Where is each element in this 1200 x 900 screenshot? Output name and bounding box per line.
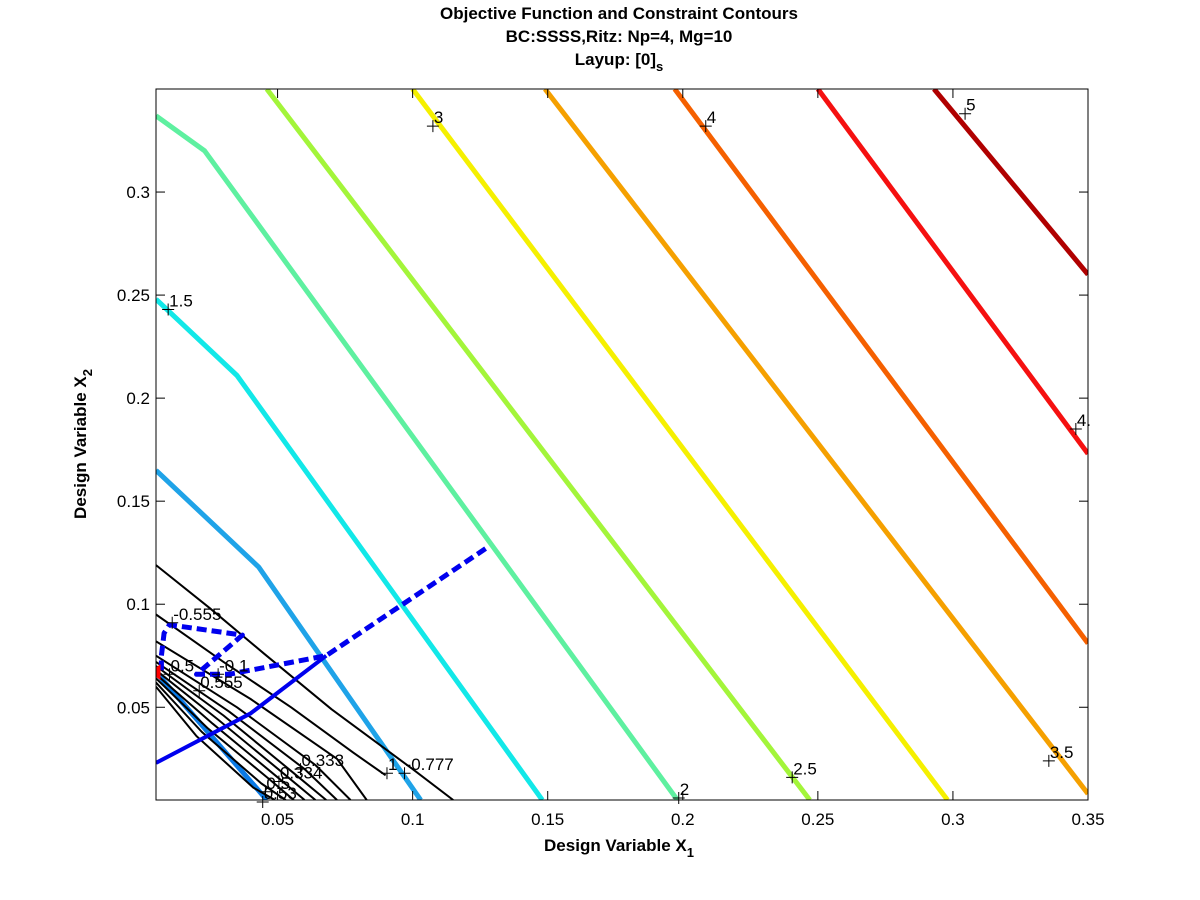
y-tick-label: 0.2 — [126, 389, 150, 408]
title-line-3: Layup: [0]s — [575, 50, 663, 74]
x-tick-label: 0.2 — [671, 810, 695, 829]
constraint-contour-label: 0.333 — [302, 751, 345, 770]
solid-search-path — [156, 654, 328, 765]
title-line-1: Objective Function and Constraint Contou… — [440, 4, 798, 23]
objective-contour-line — [156, 113, 680, 800]
plot-content — [156, 89, 1088, 800]
objective-contour-label: 4. — [1077, 411, 1091, 430]
plot-area — [156, 89, 1088, 800]
title-layup-text: Layup: [0] — [575, 50, 656, 69]
optimum-point-marker — [156, 664, 161, 681]
chart-title: Objective Function and Constraint Contou… — [440, 4, 798, 74]
objective-contour-label: 2 — [680, 780, 689, 799]
constraint-contour-line — [156, 564, 454, 800]
objective-contour-line — [410, 89, 950, 800]
objective-contour-line — [932, 89, 1088, 277]
objective-contour-label: 3 — [434, 108, 443, 127]
objective-contour-label-cross — [786, 771, 799, 784]
constraint-contour-label-cross — [193, 684, 206, 697]
constraint-contour-line — [156, 677, 295, 800]
constraint-contour-label: 0.334 — [280, 763, 323, 782]
objective-contour-label: 3.5 — [1050, 743, 1074, 762]
constraint-contour-line — [156, 613, 387, 777]
constraint-contour-label: 0.5 — [171, 656, 195, 675]
constraint-contour-label-cross — [272, 775, 285, 788]
plot-frame — [155, 88, 1089, 801]
objective-contour-line — [156, 297, 545, 800]
objective-contour-label-cross — [1069, 423, 1082, 436]
constraint-contour-line — [156, 654, 352, 800]
constraint-contour-label: 0.53 — [264, 784, 297, 803]
objective-contour-label: 2.5 — [793, 759, 817, 778]
constraint-contour-label: -0.555 — [173, 605, 221, 624]
constraint-contour-line — [156, 669, 317, 800]
constraint-contour-label-cross — [256, 796, 269, 809]
constraint-contour-label-cross — [163, 668, 176, 681]
x-tick-label: 0.15 — [531, 810, 564, 829]
y-axis-label-main: Design Variable X — [71, 376, 90, 519]
x-tick-label: 0.05 — [261, 810, 294, 829]
objective-contour-line — [543, 89, 1088, 796]
constraint-contour-label: -0.777 — [406, 755, 454, 774]
y-tick-label: 0.15 — [117, 492, 150, 511]
objective-contour-label: 4 — [707, 108, 716, 127]
constraint-contour-label-cross — [166, 616, 179, 629]
contour-labels: 1.522.533.544.5-0.555-0.77710.3330.3340.… — [162, 96, 1091, 809]
objective-contour-label-cross — [699, 120, 712, 133]
objective-contour-label-cross — [426, 120, 439, 133]
constraint-contour-label-cross — [294, 763, 307, 776]
y-axis-label-subscript: 2 — [80, 369, 95, 376]
title-layup-subscript: s — [656, 59, 663, 74]
objective-contour-label-cross — [1042, 754, 1055, 767]
dashed-search-path — [158, 546, 487, 677]
x-tick-label: 0.35 — [1071, 810, 1104, 829]
objective-contour-line — [264, 89, 812, 800]
x-axis-label: Design Variable X1 — [544, 836, 694, 860]
constraint-contour-label-cross — [212, 668, 225, 681]
x-tick-label: 0.25 — [801, 810, 834, 829]
y-tick-label: 0.1 — [126, 595, 150, 614]
constraint-contour-line — [156, 661, 338, 800]
constraint-contour-line — [156, 673, 306, 800]
objective-contour-line — [815, 89, 1088, 456]
x-axis-label-subscript: 1 — [687, 845, 694, 860]
constraint-contour-label: 0.555 — [200, 673, 243, 692]
constraint-contour-line — [156, 686, 276, 800]
objective-contour-label-cross — [959, 107, 972, 120]
constraint-contour-label-cross — [380, 767, 393, 780]
x-tick-label: 0.3 — [941, 810, 965, 829]
y-tick-label: 0.25 — [117, 286, 150, 305]
constraint-contour-label-cross — [259, 785, 272, 798]
constraint-contour-line — [156, 681, 287, 800]
objective-contours — [156, 89, 1088, 800]
axis-ticks: 0.05 0.1 0.15 0.2 0.25 0.3 0.350.050.10.150.20… — [117, 89, 1105, 829]
objective-contour-label: 5 — [966, 96, 975, 115]
optimum-marker — [156, 664, 161, 681]
objective-contour-label-cross — [162, 303, 175, 316]
constraint-contour-label-cross — [398, 767, 411, 780]
y-tick-label: 0.3 — [126, 183, 150, 202]
x-axis-label-main: Design Variable X — [544, 836, 687, 855]
constraint-contour-line — [156, 665, 327, 800]
x-tick-label: 0.1 — [401, 810, 425, 829]
constraint-contour-label: 0.5 — [266, 774, 290, 793]
title-line-2: BC:SSSS,Ritz: Np=4, Mg=10 — [506, 27, 733, 46]
design-paths — [156, 546, 487, 765]
constraint-contours — [156, 564, 454, 800]
y-axis-label: Design Variable X2 — [71, 369, 95, 519]
constraint-contour-label: -0.1 — [219, 656, 248, 675]
objective-contour-label: 1.5 — [169, 292, 193, 311]
objective-contour-line — [672, 89, 1088, 645]
objective-contour-line — [156, 468, 423, 800]
y-tick-label: 0.05 — [117, 698, 150, 717]
constraint-contour-label: 1 — [388, 755, 397, 774]
